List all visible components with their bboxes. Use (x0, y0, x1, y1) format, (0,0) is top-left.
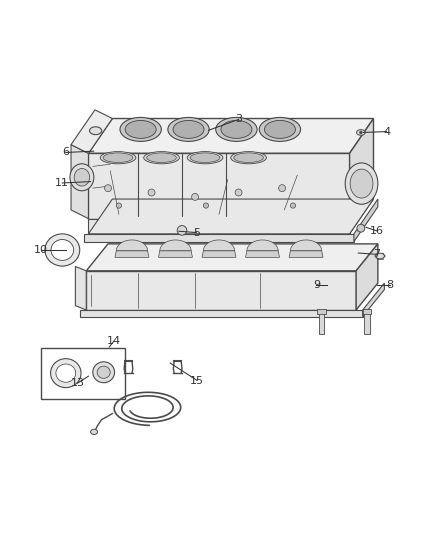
Polygon shape (356, 244, 378, 310)
Text: 6: 6 (62, 148, 69, 157)
Ellipse shape (265, 120, 296, 139)
Text: 13: 13 (71, 378, 85, 388)
Bar (364, 312, 370, 334)
Text: 15: 15 (190, 376, 204, 385)
Ellipse shape (345, 163, 378, 204)
Ellipse shape (147, 153, 177, 163)
Ellipse shape (144, 151, 180, 164)
Ellipse shape (350, 169, 373, 198)
Ellipse shape (231, 151, 266, 164)
Polygon shape (75, 266, 86, 310)
Polygon shape (116, 240, 148, 251)
Bar (317, 309, 325, 314)
Polygon shape (354, 199, 378, 241)
Polygon shape (88, 118, 374, 154)
Ellipse shape (234, 153, 263, 163)
Ellipse shape (221, 120, 252, 139)
Circle shape (148, 189, 155, 196)
Ellipse shape (216, 117, 257, 141)
Text: 11: 11 (55, 178, 69, 188)
Ellipse shape (70, 164, 94, 191)
Polygon shape (290, 240, 322, 251)
Polygon shape (80, 310, 363, 317)
Polygon shape (202, 251, 236, 257)
Text: 4: 4 (383, 126, 390, 136)
Circle shape (105, 184, 112, 192)
Polygon shape (88, 199, 374, 234)
Text: 14: 14 (106, 336, 121, 346)
Polygon shape (289, 251, 323, 257)
Ellipse shape (56, 364, 76, 382)
Text: 8: 8 (386, 280, 394, 290)
Circle shape (203, 203, 208, 208)
Polygon shape (86, 244, 378, 271)
Circle shape (235, 189, 242, 196)
Polygon shape (350, 184, 374, 234)
Polygon shape (246, 251, 279, 257)
Ellipse shape (97, 366, 110, 378)
Polygon shape (71, 110, 113, 154)
Ellipse shape (45, 234, 80, 266)
Circle shape (290, 203, 296, 208)
Text: 10: 10 (34, 245, 48, 255)
Ellipse shape (173, 120, 204, 139)
Polygon shape (71, 144, 88, 219)
Ellipse shape (91, 429, 98, 434)
Bar (41, 348, 125, 399)
Polygon shape (84, 234, 354, 241)
Polygon shape (88, 219, 350, 234)
Polygon shape (203, 240, 235, 251)
Bar (363, 309, 371, 314)
Polygon shape (160, 240, 191, 251)
Polygon shape (159, 251, 192, 257)
Ellipse shape (74, 168, 90, 186)
Circle shape (116, 203, 121, 208)
Text: 9: 9 (313, 280, 320, 290)
Ellipse shape (51, 239, 74, 261)
Text: 5: 5 (193, 228, 200, 238)
Polygon shape (350, 118, 374, 219)
Circle shape (359, 131, 363, 134)
Polygon shape (115, 251, 149, 257)
Ellipse shape (89, 127, 102, 135)
Ellipse shape (125, 120, 156, 139)
Bar (319, 312, 324, 334)
Ellipse shape (259, 117, 300, 141)
Ellipse shape (376, 253, 385, 259)
Text: 7: 7 (373, 249, 380, 260)
Ellipse shape (93, 362, 115, 383)
Polygon shape (88, 154, 350, 219)
Circle shape (191, 193, 198, 200)
Ellipse shape (190, 153, 220, 163)
Polygon shape (363, 283, 385, 317)
Text: 3: 3 (235, 115, 242, 124)
Ellipse shape (100, 151, 136, 164)
Circle shape (279, 184, 286, 192)
Polygon shape (86, 271, 356, 310)
Ellipse shape (187, 151, 223, 164)
Ellipse shape (103, 153, 133, 163)
Ellipse shape (168, 117, 209, 141)
Circle shape (177, 225, 187, 235)
Ellipse shape (50, 359, 81, 387)
Ellipse shape (120, 117, 161, 141)
Text: 16: 16 (370, 226, 384, 236)
Circle shape (357, 224, 365, 232)
Polygon shape (247, 240, 278, 251)
Ellipse shape (357, 130, 365, 135)
